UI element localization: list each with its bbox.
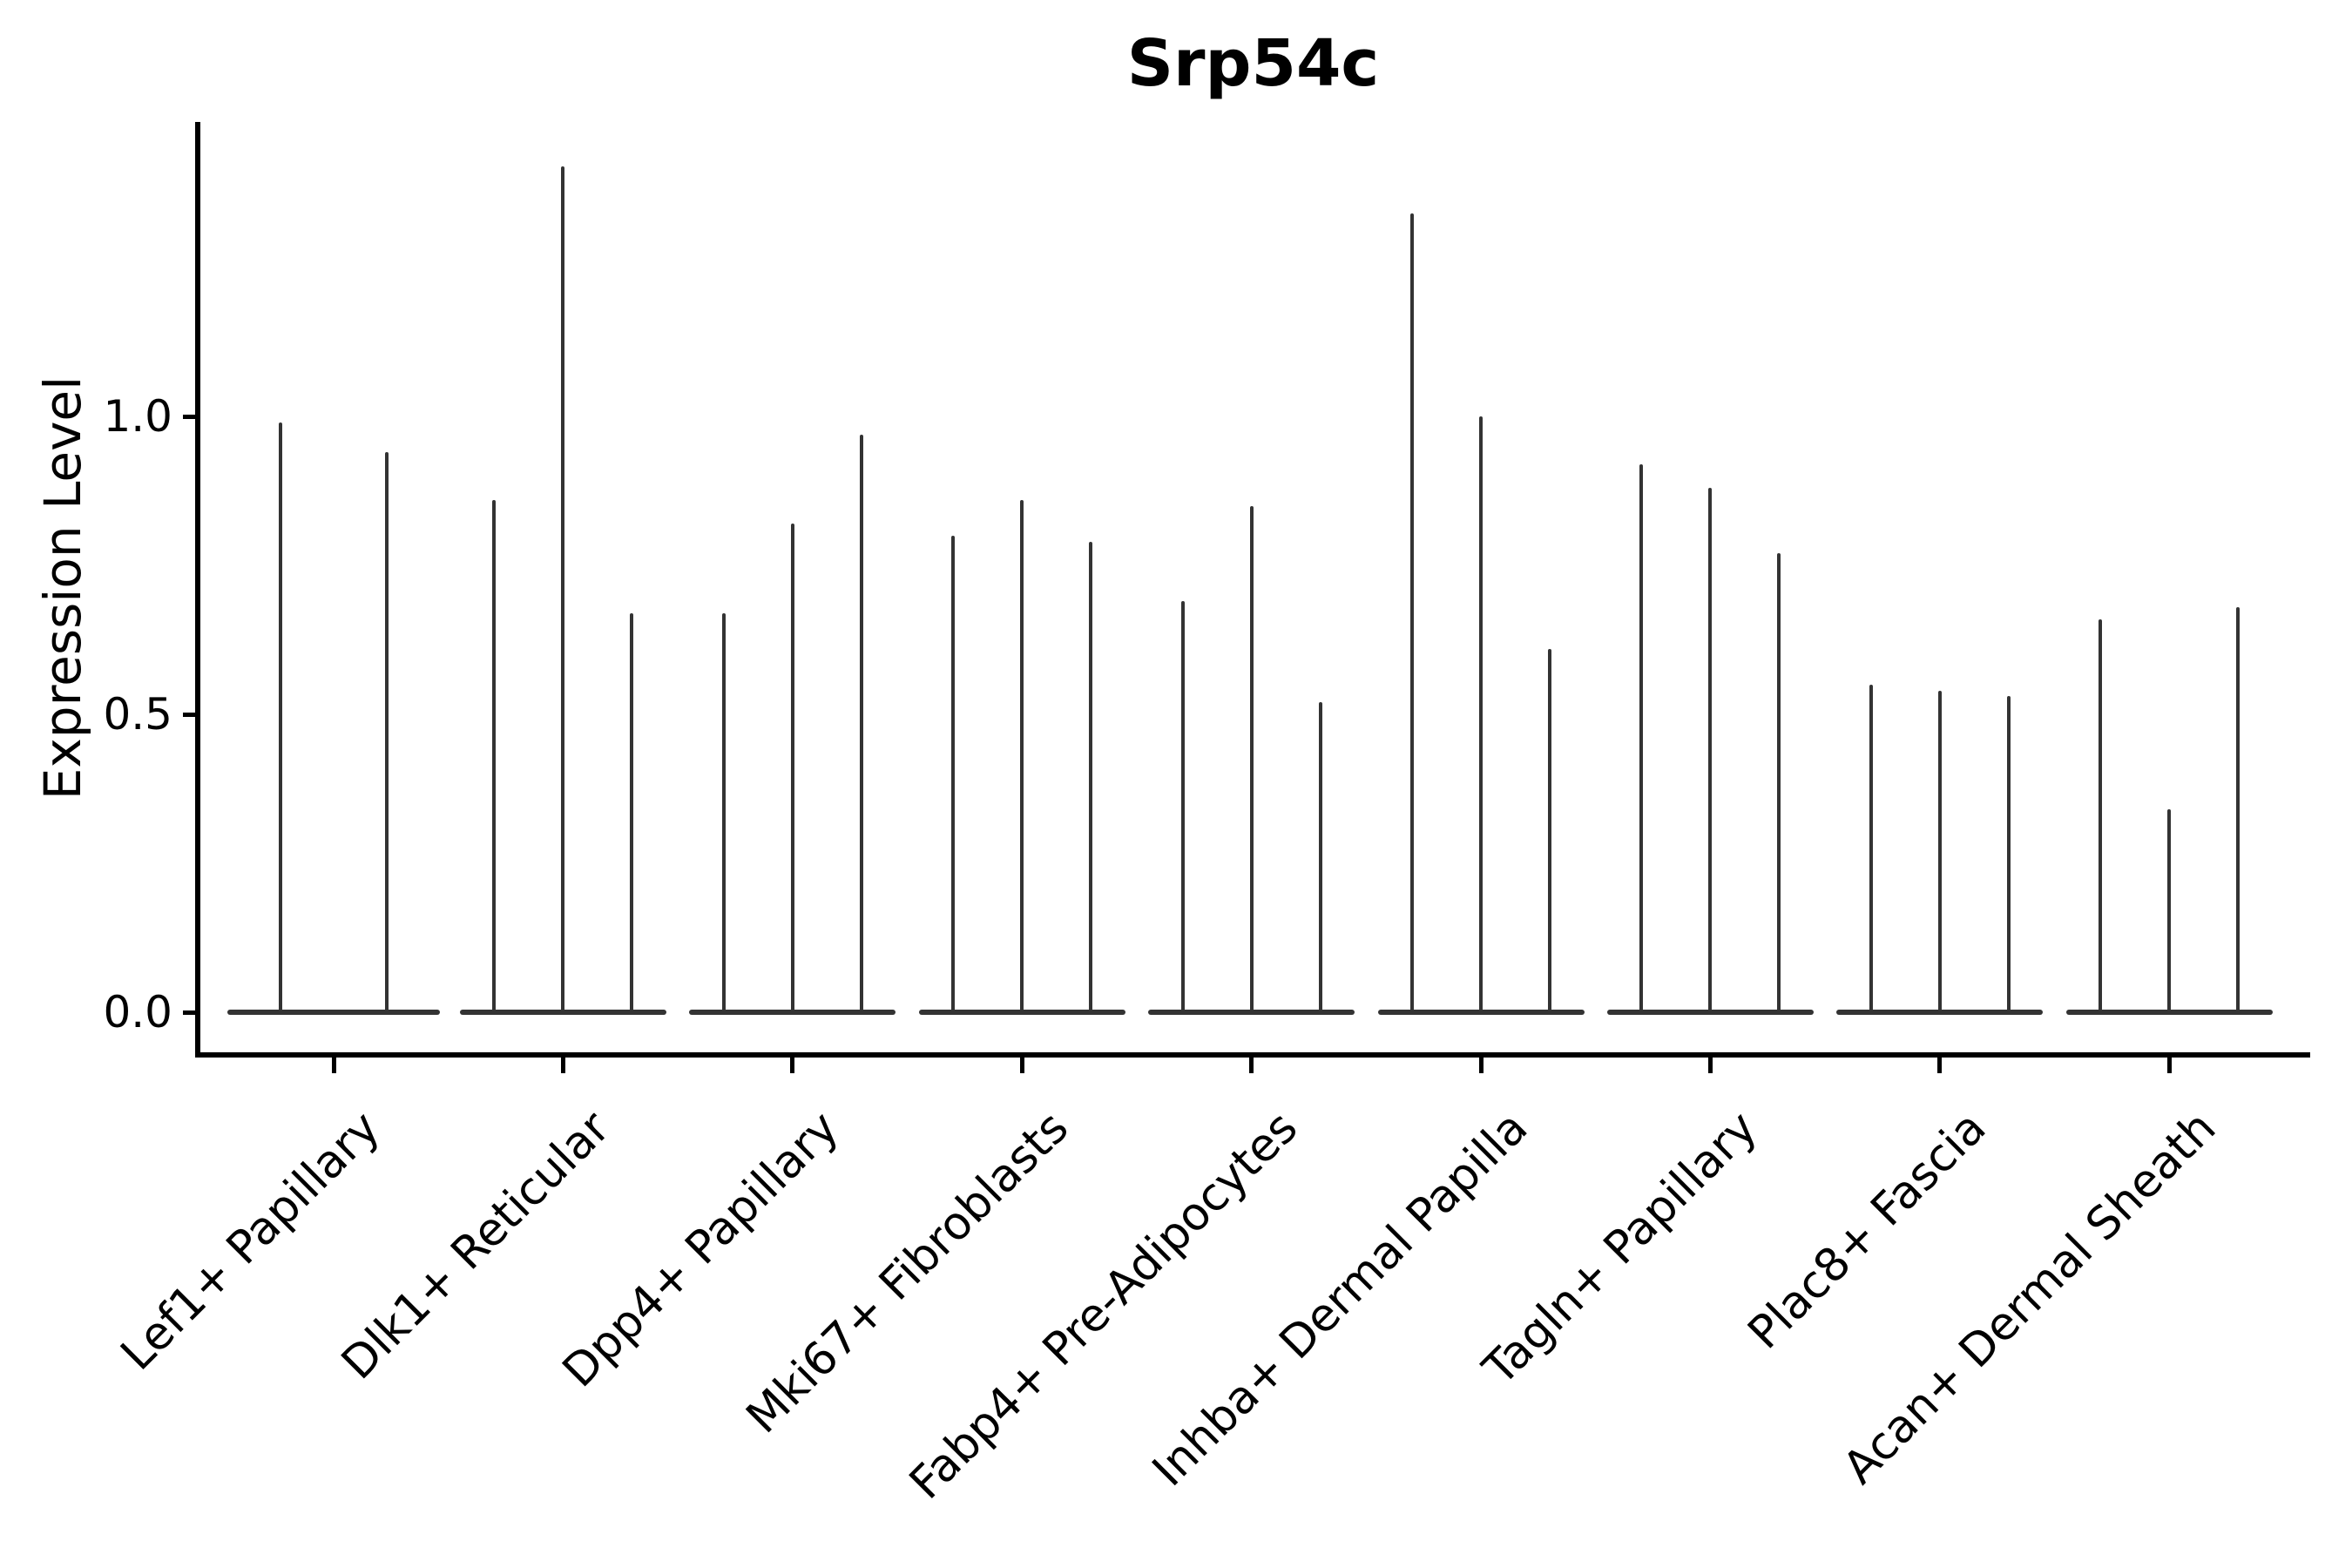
violin-spike [1708, 488, 1713, 1014]
x-axis-tick-label-text: Fabp4+ Pre-Adipocytes [900, 1101, 1308, 1510]
violin-spike [1548, 648, 1551, 1014]
y-axis-tick-label: 0.5 [103, 689, 172, 740]
x-axis-tick [1937, 1058, 1943, 1073]
violin-spike [1869, 684, 1873, 1014]
violin-spike [1639, 463, 1644, 1014]
y-axis-tick [183, 414, 198, 419]
violin-spike [2099, 618, 2103, 1014]
x-axis-tick [1019, 1058, 1024, 1073]
violin-spike [1020, 499, 1024, 1014]
violin-spike [492, 499, 497, 1014]
x-axis-tick [331, 1058, 336, 1073]
y-axis-tick-label: 1.0 [103, 391, 172, 442]
violin-spike [951, 535, 956, 1014]
x-axis-tick [2166, 1058, 2172, 1073]
violin-spike [630, 612, 634, 1014]
x-axis-tick-label-text: Plac8+ Fascia [1738, 1101, 1997, 1360]
x-axis-tick-label-text: Inhba+ Dermal Papilla [1142, 1101, 1538, 1497]
x-axis-spine [195, 1052, 2310, 1058]
violin-spike [1479, 416, 1483, 1014]
violin-base [227, 1010, 440, 1015]
y-axis-tick-label: 0.0 [103, 987, 172, 1037]
violin-spike [1410, 213, 1414, 1014]
violin-spike [2167, 809, 2172, 1014]
y-axis-label: Expression Level [33, 375, 92, 801]
violin-spike [561, 166, 565, 1014]
y-axis-spine [195, 122, 200, 1058]
y-axis-tick [183, 1010, 198, 1015]
violin-spike [721, 612, 726, 1014]
violin-spike [1937, 690, 1942, 1014]
chart-title: Srp54c [1126, 26, 1380, 101]
x-axis-tick [560, 1058, 565, 1073]
violin-spike [2236, 606, 2240, 1014]
x-axis-tick [1478, 1058, 1484, 1073]
violin-spike [790, 524, 794, 1014]
x-axis-tick [1249, 1058, 1254, 1073]
violin-spike [1089, 541, 1093, 1014]
violin-spike [385, 452, 389, 1014]
violin-spike [279, 422, 282, 1014]
violin-spike [1249, 505, 1254, 1014]
violin-spike [1180, 601, 1185, 1014]
violin-spike [2006, 696, 2011, 1014]
x-axis-tick [1707, 1058, 1713, 1073]
violin-spike [1777, 553, 1781, 1014]
y-axis-tick [183, 712, 198, 717]
violin-spike [859, 434, 863, 1014]
violin-spike [1318, 702, 1322, 1014]
x-axis-tick-label-text: Acan+ Dermal Sheath [1833, 1101, 2227, 1495]
x-axis-tick [790, 1058, 795, 1073]
